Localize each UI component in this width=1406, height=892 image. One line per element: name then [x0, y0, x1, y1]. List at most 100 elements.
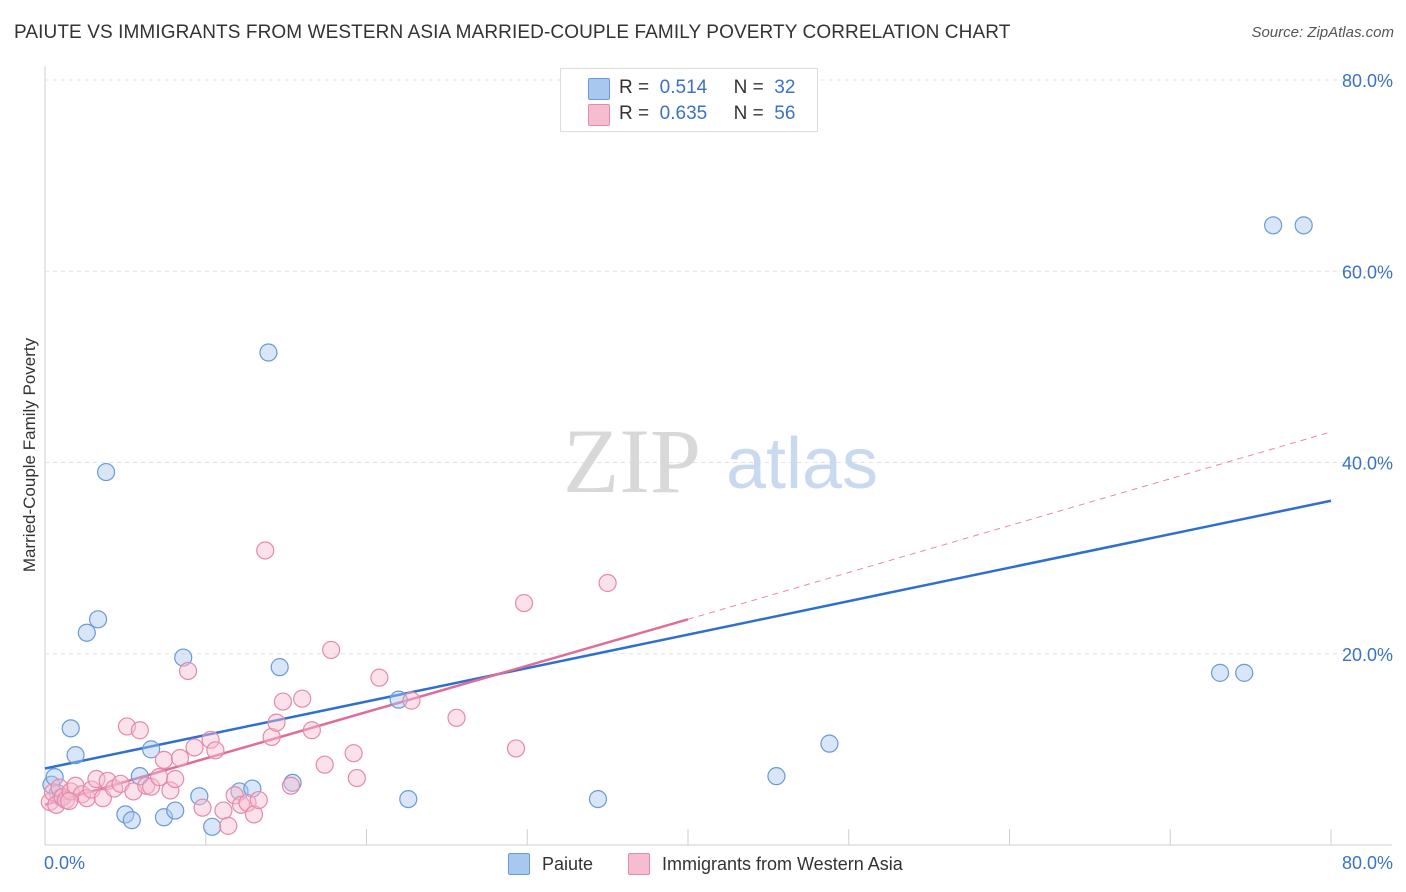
- western-asia-point: [170, 748, 190, 768]
- western-asia-point: [402, 691, 421, 710]
- r-label: R =: [619, 103, 650, 124]
- western-asia-point: [598, 573, 617, 593]
- series-legend-western-asia: Immigrants from Western Asia: [628, 852, 903, 876]
- legend-swatch-western-asia: [588, 104, 610, 126]
- watermark-atlas: atlas: [726, 424, 878, 504]
- paiute-point: [1294, 216, 1313, 235]
- paiute-point: [1264, 216, 1283, 235]
- western-asia-point: [193, 798, 212, 817]
- paiute-point: [130, 767, 149, 786]
- western-asia-point: [60, 791, 79, 811]
- western-asia-point: [166, 769, 185, 789]
- legend-label-paiute: Paiute: [542, 853, 594, 874]
- western-asia-point: [201, 730, 220, 749]
- western-asia-point: [178, 661, 198, 681]
- paiute-point: [1210, 663, 1230, 682]
- western-asia-point: [130, 721, 149, 740]
- stats-legend: R = 0.514 N = 32 R = 0.635 N = 56: [560, 68, 818, 132]
- paiute-point: [399, 789, 418, 809]
- western-asia-point: [293, 689, 312, 708]
- western-asia-point: [232, 795, 251, 814]
- n-label: N =: [733, 103, 764, 124]
- western-asia-point: [244, 805, 264, 824]
- western-asia-point: [154, 750, 174, 769]
- western-asia-point: [185, 738, 204, 757]
- y-tick-label: 60.0%: [1342, 262, 1393, 282]
- paiute-point: [141, 740, 161, 759]
- western-asia-point: [302, 721, 321, 740]
- x-tick-label: 0.0%: [44, 853, 85, 873]
- western-asia-point: [322, 640, 341, 660]
- western-asia-point: [273, 692, 293, 711]
- western-asia-point: [315, 755, 334, 774]
- western-asia-point: [256, 541, 275, 560]
- paiute-point: [1235, 663, 1254, 682]
- western-asia-trend-line-extension: [687, 431, 1332, 620]
- paiute-point: [96, 462, 116, 482]
- r-value: 0.514: [659, 77, 708, 98]
- watermark-zip: ZIP: [563, 410, 701, 512]
- paiute-point: [203, 817, 222, 836]
- paiute-point: [259, 343, 278, 362]
- y-tick-label: 20.0%: [1342, 645, 1393, 665]
- western-asia-point: [347, 768, 366, 788]
- western-asia-point: [370, 668, 389, 687]
- paiute-point: [174, 648, 193, 667]
- western-asia-point: [281, 776, 301, 795]
- western-asia-point: [514, 593, 534, 613]
- legend-row-paiute: R = 0.514 N = 32: [619, 76, 795, 100]
- y-tick-label: 40.0%: [1342, 454, 1393, 474]
- western-asia-point: [150, 768, 169, 787]
- paiute-point: [66, 746, 85, 765]
- legend-label-western-asia: Immigrants from Western Asia: [662, 853, 903, 874]
- y-tick-label: 80.0%: [1342, 71, 1393, 91]
- western-asia-point: [262, 727, 281, 747]
- western-asia-point: [238, 793, 257, 813]
- series-legend-paiute: Paiute: [508, 852, 593, 876]
- western-asia-point: [267, 713, 286, 732]
- r-label: R =: [619, 77, 650, 98]
- paiute-point: [61, 719, 80, 738]
- legend-swatch-paiute: [508, 853, 530, 875]
- source-label: Source: ZipAtlas.com: [1251, 24, 1394, 41]
- paiute-point: [88, 610, 108, 629]
- paiute-point: [270, 658, 289, 677]
- western-asia-point: [447, 708, 466, 727]
- western-asia-point: [161, 781, 180, 800]
- western-asia-point: [214, 801, 233, 820]
- n-label: N =: [733, 77, 764, 98]
- data-points: [40, 216, 1313, 836]
- paiute-point: [77, 623, 96, 642]
- western-asia-point: [206, 741, 225, 760]
- western-asia-point: [506, 739, 526, 758]
- x-tick-label: 80.0%: [1342, 853, 1393, 873]
- legend-row-western-asia: R = 0.635 N = 56: [619, 102, 795, 126]
- paiute-point: [767, 767, 786, 786]
- paiute-point: [122, 811, 141, 830]
- grid-lines: [45, 79, 1392, 655]
- paiute-point: [166, 801, 185, 820]
- tick-labels: 20.0% 40.0% 60.0% 80.0% 0.0% 80.0%: [44, 71, 1393, 873]
- western-asia-point: [219, 816, 238, 835]
- axes: [44, 66, 1392, 846]
- western-asia-point: [249, 790, 268, 810]
- paiute-point: [283, 773, 302, 792]
- western-asia-point: [344, 744, 363, 763]
- paiute-trend-line: [44, 499, 1332, 770]
- legend-swatch-western-asia: [628, 853, 650, 875]
- paiute-point: [588, 789, 608, 809]
- western-asia-point: [87, 769, 106, 789]
- n-value: 32: [774, 77, 796, 98]
- paiute-point: [389, 690, 408, 709]
- n-value: 56: [774, 103, 796, 124]
- western-asia-trend-line: [44, 618, 689, 807]
- paiute-point: [820, 734, 839, 753]
- western-asia-point: [77, 789, 96, 808]
- paiute-point: [154, 808, 174, 827]
- legend-swatch-paiute: [588, 78, 610, 100]
- paiute-point: [243, 779, 262, 798]
- r-value: 0.635: [659, 103, 708, 124]
- chart-title: PAIUTE VS IMMIGRANTS FROM WESTERN ASIA M…: [14, 22, 1011, 43]
- paiute-point: [190, 787, 209, 806]
